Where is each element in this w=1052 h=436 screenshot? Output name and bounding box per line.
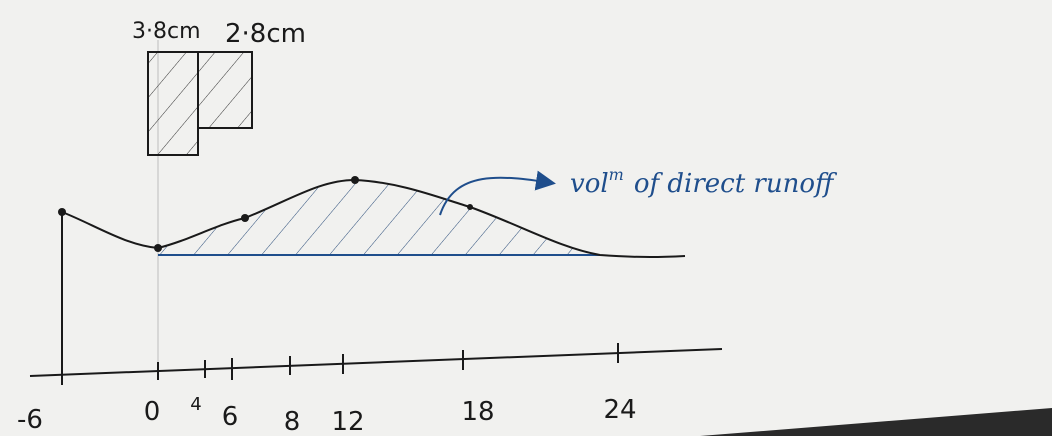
axis-label: 12: [331, 407, 364, 436]
axis-label: 18: [461, 397, 494, 427]
rain-label: 2·8cm: [225, 19, 306, 49]
rain-bar: [198, 52, 252, 128]
diagram: 3·8cm 2·8cm volmof direct runoff -6 0 4 …: [0, 0, 1052, 436]
axis-label: -6: [17, 405, 43, 435]
page: {"rainfall_labels": ["3·8cm", "2·8cm"], …: [0, 0, 1052, 436]
rain-label: 3·8cm: [132, 19, 201, 44]
point: [241, 214, 249, 222]
axis-label: 6: [222, 402, 239, 432]
axis-label: 8: [284, 407, 301, 436]
point: [154, 244, 162, 252]
text-part: of direct runoff: [634, 169, 838, 199]
point: [58, 208, 66, 216]
point: [467, 204, 473, 210]
text-part: vol: [570, 169, 609, 199]
axis-label: 0: [144, 397, 161, 427]
rain-bar: [148, 52, 198, 155]
point: [351, 176, 359, 184]
axis-label: 4: [190, 394, 201, 415]
axis-label: 24: [603, 395, 636, 425]
text-part: m: [609, 165, 624, 184]
